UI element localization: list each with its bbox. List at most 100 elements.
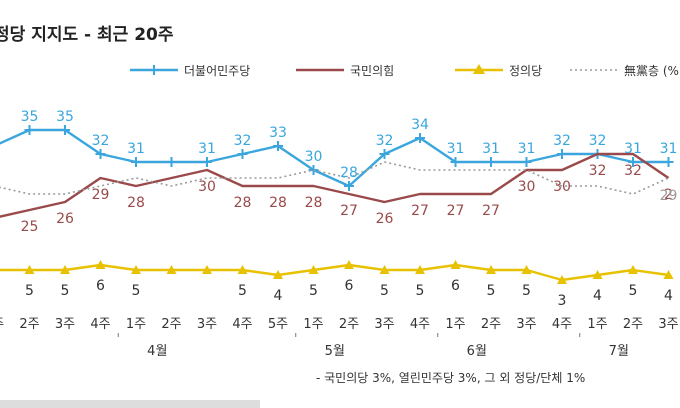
data-point (237, 265, 248, 274)
month-label: 5월 (325, 344, 345, 359)
data-point (628, 157, 638, 167)
x-tick-label: 3주 (658, 317, 678, 332)
data-point (202, 265, 212, 274)
x-tick-label: 2주 (481, 317, 501, 332)
series-line (0, 152, 670, 218)
x-tick-label: 1주 (126, 317, 146, 332)
data-point (344, 181, 354, 191)
data-label: 6 (96, 278, 105, 294)
data-label: 5 (61, 283, 70, 299)
data-label: 32 (92, 133, 110, 149)
data-point (95, 149, 106, 159)
data-label: 29 (92, 187, 110, 203)
data-label: 31 (660, 141, 678, 157)
data-label: 31 (518, 141, 536, 157)
data-point (379, 149, 390, 159)
data-label: 30 (518, 179, 536, 195)
data-point (415, 133, 425, 143)
data-label: 28 (234, 195, 252, 211)
data-label: 28 (305, 195, 323, 211)
data-point (308, 265, 319, 274)
data-label: 32 (624, 163, 642, 179)
data-point (24, 125, 35, 135)
data-label: 6 (345, 278, 354, 294)
footnote: - 국민의당 3%, 열린민주당 3%, 그 외 정당/단체 1% (316, 371, 585, 385)
x-tick-label: 4주 (90, 317, 110, 332)
data-label: 5 (380, 283, 389, 299)
data-point (415, 265, 425, 274)
x-tick-label: 5주 (268, 317, 288, 332)
data-label: 5 (522, 283, 531, 299)
data-label: 4 (664, 288, 673, 304)
data-label: 4 (593, 288, 602, 304)
data-point (557, 275, 567, 284)
data-point (273, 270, 283, 279)
x-tick-label: 2주 (161, 317, 181, 332)
legend-item: 국민의힘 (296, 64, 394, 78)
chart-title: 정당 지지도 - 최근 20주 (0, 25, 174, 45)
legend-item: 無黨층 (%) (570, 63, 680, 78)
data-label: 5 (238, 283, 247, 299)
data-label: 29 (660, 188, 678, 204)
data-point (95, 260, 106, 269)
x-tick-label: 3주 (197, 317, 217, 332)
series-line (0, 161, 669, 195)
series-line (0, 128, 669, 188)
data-label: 31 (447, 141, 465, 157)
data-point (131, 157, 141, 167)
x-tick-label: 2주 (339, 317, 359, 332)
data-label: 28 (127, 195, 145, 211)
data-point (166, 157, 177, 167)
data-point (486, 265, 496, 274)
data-point (273, 141, 283, 151)
legend-marker (473, 64, 485, 74)
data-label: 32 (376, 133, 394, 149)
x-tick-label: 3주 (374, 317, 394, 332)
data-point (557, 149, 567, 159)
data-point (237, 149, 248, 159)
data-label: 32 (234, 133, 252, 149)
x-tick-label: 3주 (55, 317, 75, 332)
data-point (344, 260, 354, 269)
data-label: 30 (198, 179, 216, 195)
data-point (521, 265, 532, 274)
data-point (24, 265, 35, 274)
data-label: 30 (305, 149, 323, 165)
data-label: 4 (274, 288, 283, 304)
x-tick-label: 3주 (516, 317, 536, 332)
legend-item: 정의당 (455, 64, 542, 78)
legend-label: 더불어민주당 (184, 64, 250, 78)
data-label: 27 (482, 203, 500, 219)
data-label: 27 (411, 203, 429, 219)
legend-item: 더불어민주당 (130, 64, 250, 78)
data-label: 5 (629, 283, 638, 299)
month-label: 4월 (147, 344, 167, 359)
legend-marker (149, 65, 159, 75)
data-label: 28 (340, 165, 358, 181)
data-label: 26 (56, 211, 74, 227)
data-label: 27 (340, 203, 358, 219)
legend-label: 국민의힘 (350, 64, 394, 78)
legend-label: 정의당 (509, 64, 542, 78)
x-tick-label: 1주 (0, 317, 4, 332)
data-label: 30 (553, 179, 571, 195)
legend-label: 無黨층 (%) (624, 63, 680, 78)
x-tick-label: 1주 (303, 317, 323, 332)
data-label: 6 (451, 278, 460, 294)
data-label: 5 (25, 283, 34, 299)
x-tick-label: 2주 (19, 317, 39, 332)
data-label: 5 (416, 283, 425, 299)
data-label: 3 (558, 293, 567, 309)
x-tick-label: 4주 (232, 317, 252, 332)
data-label: 25 (21, 219, 39, 235)
month-label: 6월 (467, 344, 487, 359)
data-point (663, 270, 674, 279)
data-label: 27 (447, 203, 465, 219)
data-point (450, 260, 461, 269)
data-label: 5 (132, 283, 141, 299)
x-tick-label: 4주 (410, 317, 430, 332)
x-tick-label: 1주 (587, 317, 607, 332)
x-axis: 1주 2주 3주 4주 1주 2주 3주 4주 5주 1주 2주 3주 4주 1주 2주 3주 4주 1주 2주 3주… (0, 317, 679, 359)
data-label: 5 (487, 283, 496, 299)
